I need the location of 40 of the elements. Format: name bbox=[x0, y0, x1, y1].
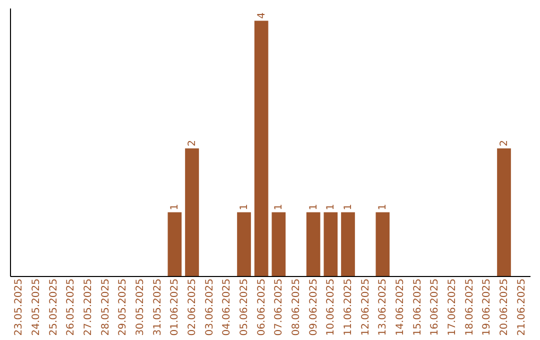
x-tick-label: 25.05.2025 bbox=[48, 278, 60, 336]
x-tick-label: 04.06.2025 bbox=[222, 278, 233, 336]
x-tick-label: 11.06.2025 bbox=[343, 278, 354, 336]
x-tick-label: 15.06.2025 bbox=[412, 278, 424, 336]
data-label: 1 bbox=[170, 204, 181, 210]
x-tick-label: 06.06.2025 bbox=[256, 278, 268, 336]
data-label: 1 bbox=[274, 204, 285, 210]
x-tick-label: 16.06.2025 bbox=[430, 278, 441, 336]
x-tick-label: 26.05.2025 bbox=[66, 278, 77, 336]
x-tick-label: 28.05.2025 bbox=[100, 278, 112, 336]
x-tick-label: 31.05.2025 bbox=[152, 278, 164, 336]
data-label: 2 bbox=[499, 140, 510, 146]
x-tick-label: 02.06.2025 bbox=[187, 278, 198, 336]
x-tick-label: 03.06.2025 bbox=[204, 278, 216, 336]
x-tick-label: 17.06.2025 bbox=[447, 278, 458, 336]
data-label: 4 bbox=[256, 12, 268, 19]
x-tick-label: 30.05.2025 bbox=[135, 278, 146, 336]
x-tick-label: 27.05.2025 bbox=[83, 278, 94, 336]
data-label: 1 bbox=[239, 204, 250, 210]
x-tick-label: 09.06.2025 bbox=[308, 278, 320, 336]
x-tick-label: 13.06.2025 bbox=[378, 278, 389, 336]
data-label: 1 bbox=[378, 204, 389, 210]
x-tick-label: 21.06.2025 bbox=[516, 278, 528, 336]
data-label: 1 bbox=[326, 204, 337, 210]
data-label: 2 bbox=[187, 140, 198, 146]
x-tick-label: 12.06.2025 bbox=[360, 278, 372, 336]
data-label: 1 bbox=[343, 204, 354, 210]
x-tick-label: 14.06.2025 bbox=[395, 278, 406, 336]
x-tick-label: 18.06.2025 bbox=[464, 278, 476, 336]
x-tick-label: 20.06.2025 bbox=[499, 278, 510, 336]
x-tick-label: 10.06.2025 bbox=[326, 278, 337, 336]
x-tick-label: 08.06.2025 bbox=[291, 278, 302, 336]
x-tick-label: 23.05.2025 bbox=[14, 278, 25, 336]
x-tick-label: 07.06.2025 bbox=[274, 278, 285, 336]
x-tick-label: 01.06.2025 bbox=[170, 278, 181, 336]
data-label: 1 bbox=[308, 204, 320, 210]
x-tick-label: 19.06.2025 bbox=[482, 278, 493, 336]
x-tick-label: 24.05.2025 bbox=[31, 278, 42, 336]
x-tick-label: 05.06.2025 bbox=[239, 278, 250, 336]
x-tick-label: 29.05.2025 bbox=[118, 278, 129, 336]
